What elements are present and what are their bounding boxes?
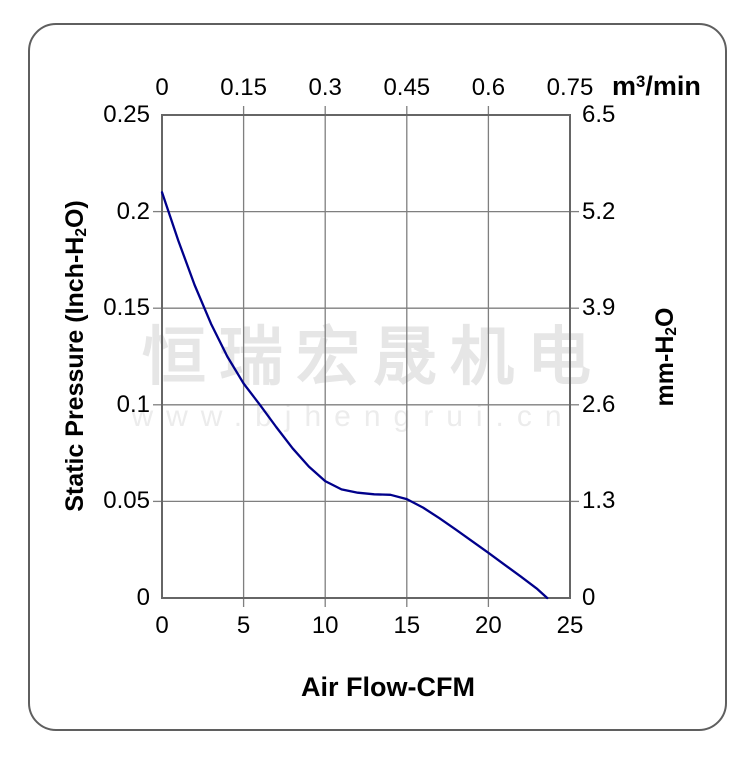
top-tick-label: 0.6 [471, 74, 506, 101]
card-border [28, 23, 727, 731]
bottom-tick-label: 0 [155, 612, 169, 639]
top-tick-label: 0.15 [220, 74, 267, 101]
bottom-tick-label: 5 [236, 612, 251, 639]
left-tick-label: 0.15 [103, 294, 150, 322]
right-tick-label: 1.3 [582, 487, 616, 515]
left-tick-label: 0.25 [103, 101, 150, 128]
right-tick-label: 0 [582, 584, 596, 611]
bottom-tick-label: 10 [311, 612, 339, 639]
top-tick-label: 0.45 [383, 74, 431, 101]
pressure-curve-line [160, 191, 549, 600]
left-tick-label: 0 [136, 584, 150, 611]
bottom-tick-label: 20 [475, 612, 502, 639]
bottom-tick-label: 15 [393, 612, 421, 639]
tick-marks [153, 106, 579, 607]
plot-frame [161, 114, 571, 599]
top-tick-label: 0.75 [546, 74, 594, 101]
left-tick-label: 0.05 [103, 487, 150, 515]
y-left-axis-title: Static Pressure (Inch-H2O) [61, 200, 91, 512]
left-tick-label: 0.2 [116, 197, 150, 225]
bottom-tick-label: 25 [556, 612, 584, 639]
top-tick-label: 0 [155, 74, 169, 101]
top-tick-label: 0.3 [308, 74, 342, 101]
right-tick-label: 2.6 [582, 390, 616, 418]
watermark-url-text: www.bjhengrui.cn [131, 400, 575, 433]
top-axis-unit-label: m3/min [612, 71, 701, 101]
y-right-axis-title: mm-H2O [651, 307, 681, 407]
grid-lines [162, 115, 570, 598]
right-tick-label: 6.5 [582, 101, 616, 128]
right-tick-label: 5.2 [582, 197, 616, 225]
left-tick-label: 0.1 [116, 390, 150, 418]
right-tick-label: 3.9 [582, 294, 616, 322]
x-axis-title: Air Flow-CFM [301, 672, 475, 702]
